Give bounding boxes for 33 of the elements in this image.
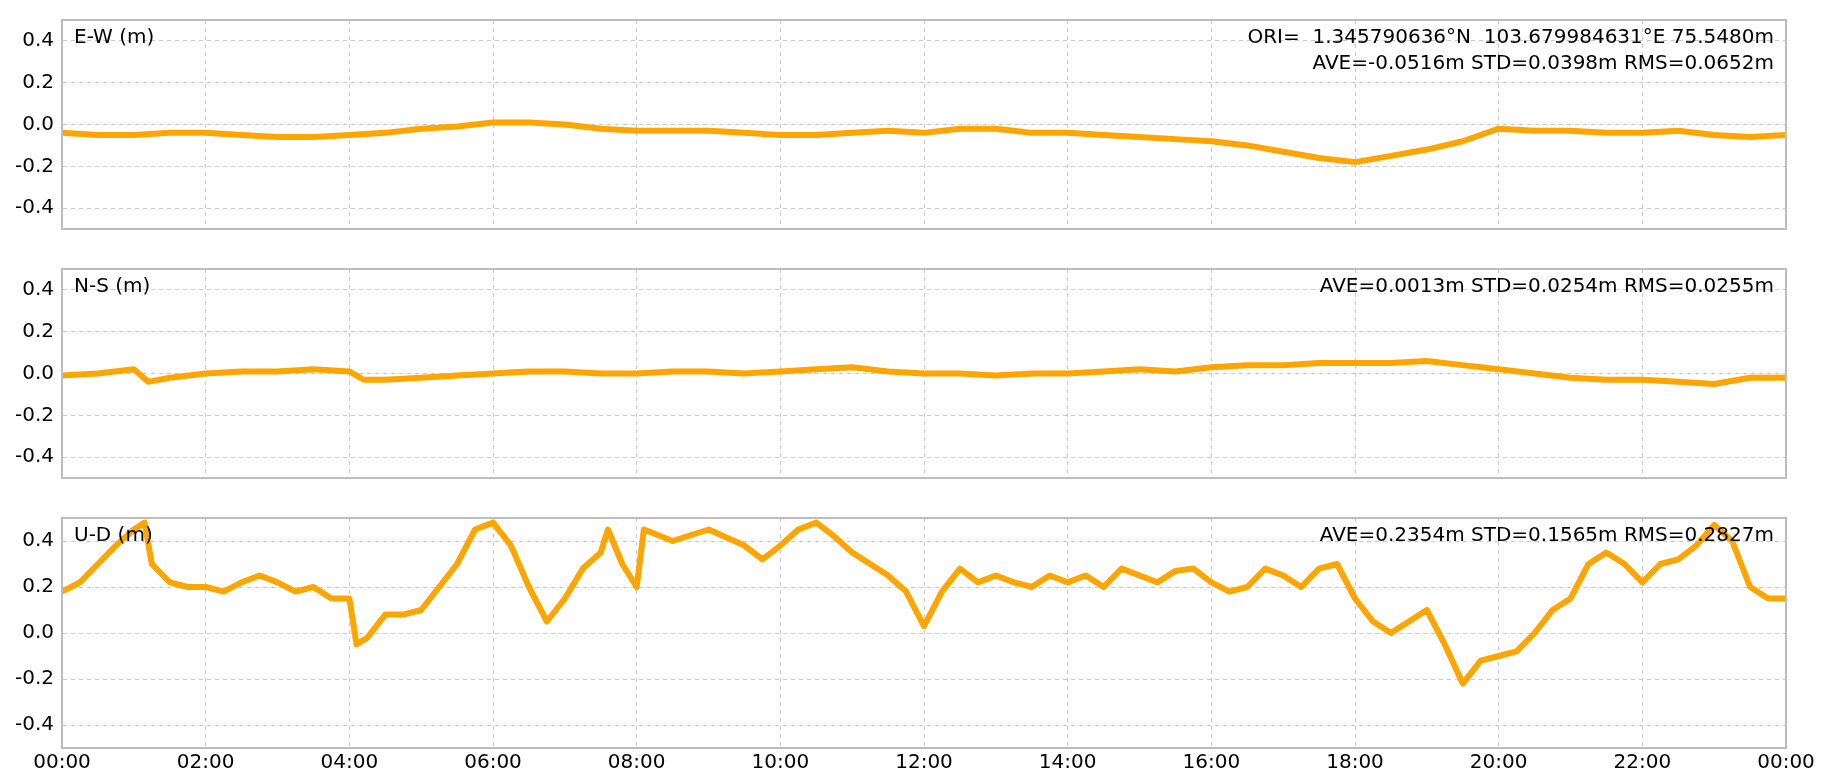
- y-tick-label: 0.2: [22, 317, 54, 342]
- y-tick-label: 0.2: [22, 68, 54, 93]
- y-tick-label: 0.0: [22, 619, 54, 644]
- x-tick-label: 08:00: [607, 749, 666, 774]
- x-tick-label: 14:00: [1038, 749, 1097, 774]
- y-tick-label: 0.4: [22, 527, 54, 552]
- y-tick-label: 0.4: [22, 27, 54, 52]
- y-tick-label: 0.0: [22, 359, 54, 384]
- annotation: ORI= 1.345790636°N 103.679984631°E 75.5480m: [1247, 24, 1774, 49]
- y-tick-label: -0.2: [14, 152, 54, 177]
- x-tick-label: 16:00: [1182, 749, 1241, 774]
- x-tick-label: 22:00: [1613, 749, 1672, 774]
- y-axis-title: N-S (m): [74, 273, 151, 298]
- x-tick-label: 06:00: [464, 749, 522, 774]
- y-tick-label: 0.4: [22, 276, 54, 301]
- y-tick-label: 0.0: [22, 110, 54, 135]
- x-tick-label: 18:00: [1326, 749, 1384, 774]
- x-tick-label: 10:00: [751, 749, 810, 774]
- y-tick-label: -0.2: [14, 665, 54, 690]
- x-tick-label: 12:00: [895, 749, 953, 774]
- y-tick-label: -0.4: [14, 711, 54, 736]
- x-tick-label: 04:00: [320, 749, 379, 774]
- x-tick-label: 20:00: [1469, 749, 1528, 774]
- x-tick-label: 00:00: [33, 749, 91, 774]
- y-tick-label: 0.2: [22, 573, 54, 598]
- y-axis-title: E-W (m): [74, 24, 155, 49]
- y-tick-label: -0.4: [14, 443, 54, 468]
- y-tick-label: -0.2: [14, 401, 54, 426]
- annotation: AVE=0.0013m STD=0.0254m RMS=0.0255m: [1319, 273, 1774, 298]
- x-tick-label: 00:00: [1757, 749, 1815, 774]
- x-tick-label: 02:00: [176, 749, 235, 774]
- y-tick-label: -0.4: [14, 194, 54, 219]
- annotation: AVE=-0.0516m STD=0.0398m RMS=0.0652m: [1312, 50, 1774, 75]
